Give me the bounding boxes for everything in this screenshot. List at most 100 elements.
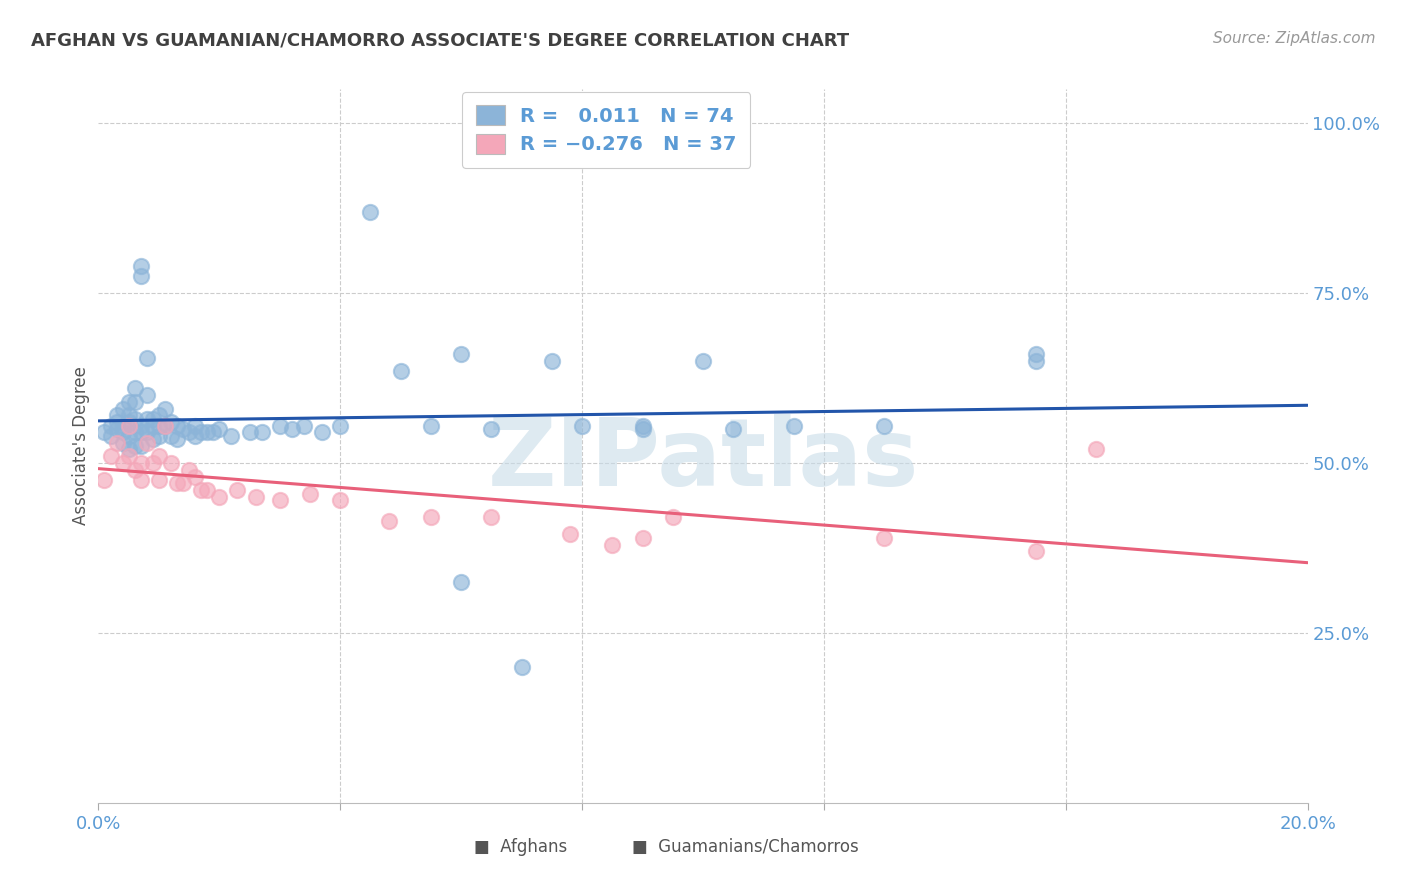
Y-axis label: Associate's Degree: Associate's Degree — [72, 367, 90, 525]
Point — [124, 425, 146, 440]
Point — [124, 439, 146, 453]
Point — [269, 418, 291, 433]
Point — [105, 435, 128, 450]
Point — [226, 483, 249, 498]
Point — [118, 449, 141, 463]
Point — [111, 456, 134, 470]
Point — [269, 493, 291, 508]
Point — [160, 415, 183, 429]
Point — [299, 486, 322, 500]
Point — [129, 418, 152, 433]
Point — [135, 412, 157, 426]
Point — [118, 429, 141, 443]
Point — [111, 401, 134, 416]
Point — [135, 351, 157, 365]
Point — [661, 510, 683, 524]
Point — [1024, 354, 1046, 368]
Point — [184, 469, 207, 483]
Point — [208, 422, 231, 436]
Point — [124, 394, 146, 409]
Point — [129, 473, 152, 487]
Point — [723, 422, 745, 436]
Point — [129, 259, 152, 273]
Point — [100, 418, 122, 433]
Legend: R =   0.011   N = 74, R = −0.276   N = 37: R = 0.011 N = 74, R = −0.276 N = 37 — [463, 92, 751, 168]
Point — [250, 425, 273, 440]
Point — [142, 432, 165, 446]
Point — [111, 418, 134, 433]
Point — [873, 531, 896, 545]
Point — [184, 418, 207, 433]
Point — [124, 463, 146, 477]
Point — [124, 381, 146, 395]
Point — [105, 415, 128, 429]
Point — [160, 456, 183, 470]
Point — [329, 493, 352, 508]
Point — [602, 537, 624, 551]
Point — [100, 429, 122, 443]
Point — [179, 463, 201, 477]
Point — [631, 531, 654, 545]
Text: ■  Afghans: ■ Afghans — [474, 838, 567, 856]
Point — [148, 449, 170, 463]
Point — [118, 415, 141, 429]
Text: ZIPatlas: ZIPatlas — [488, 414, 918, 507]
Point — [148, 418, 170, 433]
Point — [135, 388, 157, 402]
Point — [631, 422, 654, 436]
Point — [153, 418, 176, 433]
Point — [166, 418, 188, 433]
Point — [208, 490, 231, 504]
Point — [190, 425, 212, 440]
Point — [135, 425, 157, 440]
Point — [142, 456, 165, 470]
Text: ■  Guamanians/Chamorros: ■ Guamanians/Chamorros — [631, 838, 859, 856]
Point — [100, 449, 122, 463]
Point — [118, 409, 141, 423]
Point — [160, 429, 183, 443]
Point — [142, 412, 165, 426]
Point — [166, 432, 188, 446]
Point — [360, 204, 382, 219]
Point — [118, 394, 141, 409]
Point — [783, 418, 806, 433]
Point — [450, 347, 472, 361]
Point — [202, 425, 225, 440]
Text: AFGHAN VS GUAMANIAN/CHAMORRO ASSOCIATE'S DEGREE CORRELATION CHART: AFGHAN VS GUAMANIAN/CHAMORRO ASSOCIATE'S… — [31, 31, 849, 49]
Point — [873, 418, 896, 433]
Point — [153, 401, 176, 416]
Point — [1085, 442, 1108, 457]
Point — [311, 425, 333, 440]
Point — [1024, 347, 1046, 361]
Point — [1024, 544, 1046, 558]
Point — [389, 364, 412, 378]
Point — [571, 418, 593, 433]
Point — [153, 418, 176, 433]
Point — [124, 412, 146, 426]
Point — [420, 510, 443, 524]
Point — [221, 429, 243, 443]
Point — [166, 476, 188, 491]
Point — [481, 422, 503, 436]
Point — [184, 429, 207, 443]
Point — [135, 435, 157, 450]
Point — [118, 418, 141, 433]
Point — [129, 425, 152, 440]
Point — [377, 514, 399, 528]
Point — [93, 473, 115, 487]
Point — [172, 422, 194, 436]
Point — [105, 422, 128, 436]
Point — [292, 418, 315, 433]
Point — [129, 269, 152, 284]
Point — [450, 574, 472, 589]
Point — [195, 483, 218, 498]
Point — [111, 425, 134, 440]
Point — [142, 418, 165, 433]
Point — [692, 354, 714, 368]
Point — [129, 456, 152, 470]
Point — [510, 660, 533, 674]
Point — [93, 425, 115, 440]
Point — [190, 483, 212, 498]
Point — [329, 418, 352, 433]
Point — [148, 473, 170, 487]
